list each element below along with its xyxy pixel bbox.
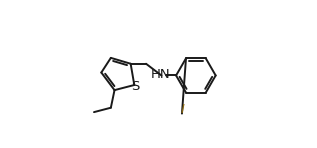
Text: S: S [132, 80, 140, 93]
Text: I: I [180, 103, 184, 116]
Text: HN: HN [151, 68, 171, 81]
